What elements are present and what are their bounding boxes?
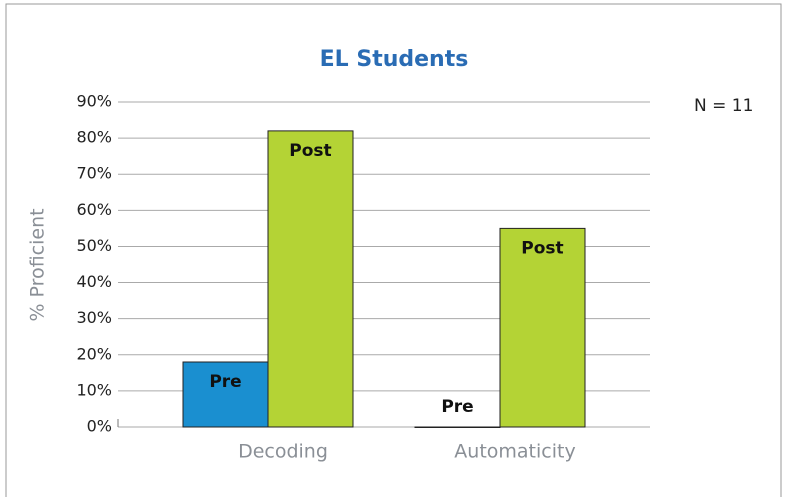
x-tick-label: Automaticity bbox=[454, 441, 575, 463]
y-tick-label: 70% bbox=[76, 164, 112, 183]
bar bbox=[267, 130, 354, 428]
bar bbox=[499, 227, 586, 428]
x-tick-label: Decoding bbox=[238, 441, 328, 463]
y-axis-label: % Proficient bbox=[27, 208, 49, 321]
bar bbox=[182, 361, 269, 428]
y-tick-label: 50% bbox=[76, 236, 112, 255]
bar-label: Pre bbox=[441, 397, 473, 417]
y-tick-label: 20% bbox=[76, 344, 112, 363]
y-tick-label: 30% bbox=[76, 308, 112, 327]
bar bbox=[414, 426, 501, 428]
y-tick-label: 90% bbox=[76, 92, 112, 111]
y-tick-label: 0% bbox=[87, 417, 112, 436]
bar-label: Pre bbox=[209, 372, 241, 392]
bar-label: Post bbox=[521, 238, 563, 258]
y-tick-label: 80% bbox=[76, 128, 112, 147]
annotation: N = 11 bbox=[694, 96, 753, 116]
y-tick-label: 40% bbox=[76, 272, 112, 291]
y-tick-label: 60% bbox=[76, 200, 112, 219]
y-tick-label: 10% bbox=[76, 380, 112, 399]
frame bbox=[5, 3, 782, 497]
bar-label: Post bbox=[289, 141, 331, 161]
chart-title: EL Students bbox=[320, 47, 469, 72]
